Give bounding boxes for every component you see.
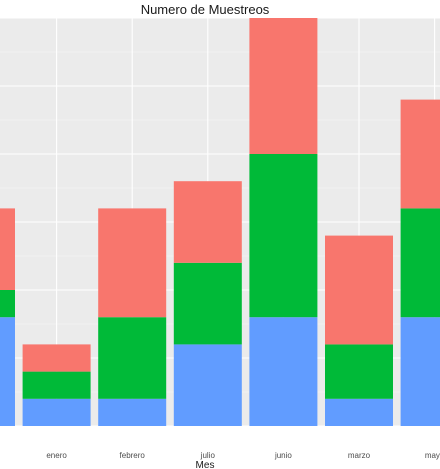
bar-segment — [98, 317, 167, 399]
bar-segment — [173, 262, 242, 345]
bar-segment — [22, 371, 91, 399]
bar-segment — [325, 344, 393, 399]
bar-segment — [249, 154, 318, 318]
bar-segment — [173, 344, 242, 426]
bar-segment — [0, 290, 15, 318]
bar-segment — [22, 344, 91, 372]
bar-segment — [22, 398, 91, 426]
chart-title: Numero de Muestreos — [141, 2, 270, 17]
x-tick-label: mayo — [425, 451, 440, 460]
bar-segment — [0, 317, 15, 426]
bar-segment — [249, 18, 318, 154]
bar-segment — [173, 181, 242, 263]
bar-segment — [325, 235, 393, 345]
bar-segment — [249, 317, 318, 426]
x-tick-label: marzo — [348, 451, 371, 460]
x-tick-label: febrero — [120, 451, 146, 460]
bar-segment — [400, 317, 440, 426]
bars-group — [0, 18, 440, 426]
x-tick-label: junio — [274, 451, 292, 460]
bar-segment — [400, 208, 440, 318]
bar-segment — [325, 398, 393, 426]
x-axis-label: Mes — [196, 460, 215, 469]
bar-segment — [98, 398, 167, 426]
bar-segment — [400, 99, 440, 209]
x-tick-label: julio — [200, 451, 216, 460]
x-tick-label: enero — [46, 451, 67, 460]
bar-segment — [0, 208, 15, 290]
bar-segment — [98, 208, 167, 318]
x-tick-labels: enero febrero julio junio marzo mayo — [46, 451, 440, 460]
